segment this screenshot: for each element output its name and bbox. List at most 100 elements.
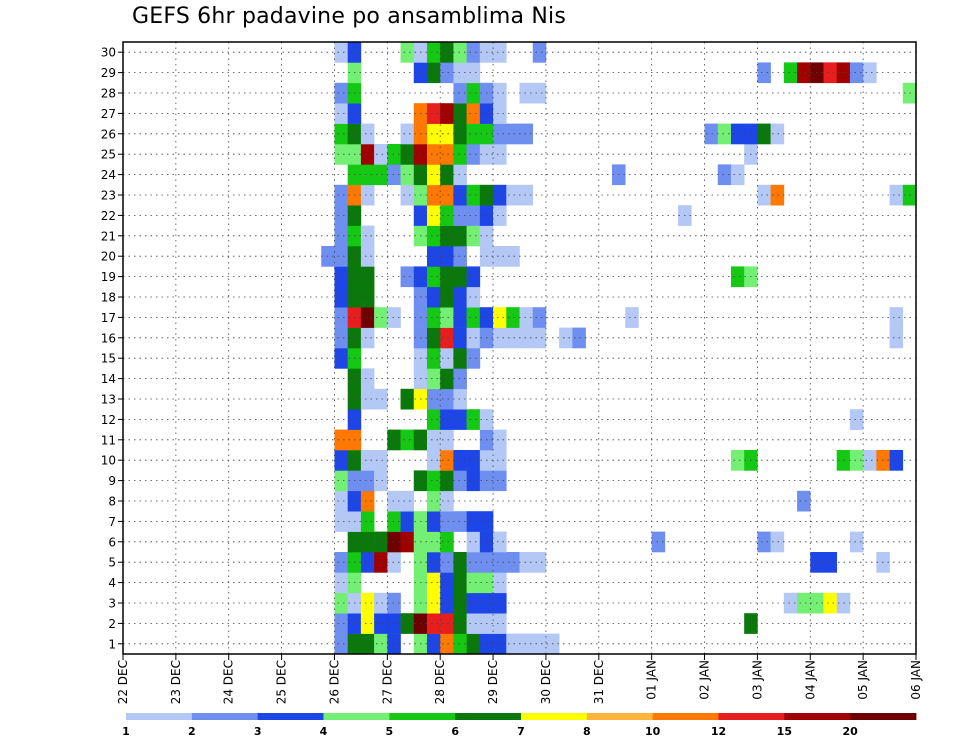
heatmap-cell	[493, 429, 507, 451]
y-tick-label: 11	[101, 433, 116, 447]
heatmap-cell	[730, 450, 745, 471]
heatmap-cell	[334, 429, 348, 451]
colorbar-label: 4	[320, 725, 328, 738]
heatmap-cell	[519, 82, 534, 104]
heatmap-cell	[426, 123, 441, 145]
colorbar-swatch	[586, 713, 654, 720]
heatmap-cell	[440, 409, 454, 430]
heatmap-cell	[453, 144, 467, 165]
x-tick-label: 30 DEC	[539, 660, 553, 704]
heatmap-cell	[440, 348, 454, 369]
heatmap-cell	[493, 450, 507, 471]
heatmap-cell	[440, 164, 454, 186]
heatmap-cell	[493, 82, 507, 104]
heatmap-cell	[466, 531, 481, 553]
heatmap-cell	[849, 531, 864, 553]
heatmap-cell	[453, 184, 467, 206]
heatmap-cell	[426, 103, 441, 124]
heatmap-cell	[453, 633, 467, 655]
colorbar-label: 5	[386, 725, 394, 738]
y-tick-label: 13	[101, 393, 116, 407]
heatmap-cell	[849, 450, 864, 471]
heatmap-cell	[453, 42, 467, 63]
y-tick-label: 18	[101, 291, 116, 305]
heatmap-cell	[374, 613, 388, 634]
heatmap-cell	[387, 307, 401, 328]
y-tick-label: 15	[101, 352, 116, 366]
x-tick-label: 28 DEC	[433, 660, 447, 704]
heatmap-cell	[426, 184, 441, 206]
heatmap-cell	[426, 592, 441, 614]
colorbar-swatch	[191, 713, 259, 720]
heatmap-cell	[374, 144, 388, 165]
heatmap-cell	[466, 144, 481, 165]
heatmap-cell	[440, 388, 454, 410]
colorbar-swatch	[784, 713, 851, 720]
heatmap-cell	[334, 205, 348, 226]
heatmap-cell	[625, 307, 639, 328]
heatmap-cell	[453, 205, 467, 226]
heatmap-cell	[400, 184, 415, 206]
heatmap-cell	[453, 123, 467, 145]
heatmap-cell	[493, 103, 507, 124]
heatmap-cell	[360, 633, 375, 655]
heatmap-cell	[730, 266, 745, 288]
heatmap-cell	[466, 286, 481, 308]
heatmap-cell	[440, 450, 454, 471]
heatmap-cell	[426, 246, 441, 267]
heatmap-cell	[783, 592, 798, 614]
colorbar-label: 8	[583, 725, 591, 738]
heatmap-cell	[532, 307, 547, 328]
colorbar-label: 6	[451, 725, 459, 738]
heatmap-cell	[440, 144, 454, 165]
heatmap-cell	[426, 144, 441, 165]
colorbar-swatch	[652, 713, 719, 720]
heatmap-cell	[440, 368, 454, 390]
x-axis-ticks: 22 DEC 23 DEC 24 DEC 25 DEC 26 DEC 27 DEC 28 D…	[116, 654, 923, 704]
colorbar-swatch	[323, 713, 390, 720]
heatmap-cell	[387, 490, 401, 512]
heatmap-cell	[440, 470, 454, 492]
heatmap-cell	[387, 633, 401, 655]
heatmap-cell	[400, 123, 415, 145]
heatmap-cell	[426, 42, 441, 63]
heatmap-cell	[360, 470, 375, 492]
heatmap-cell	[466, 511, 481, 532]
heatmap-cell	[453, 103, 467, 124]
heatmap-cell	[440, 123, 454, 145]
heatmap-cell	[453, 246, 467, 267]
heatmap-cell	[426, 62, 441, 84]
heatmap-cell	[400, 144, 415, 165]
heatmap-cell	[426, 307, 441, 328]
heatmap-cell	[466, 450, 481, 471]
heatmap-cell	[440, 62, 454, 84]
heatmap-cell	[440, 307, 454, 328]
heatmap-cell	[757, 531, 771, 553]
heatmap-cell	[651, 531, 666, 553]
heatmap-cell	[374, 531, 388, 553]
heatmap-cell	[889, 327, 904, 349]
x-tick-label: 26 DEC	[327, 660, 341, 704]
heatmap-cell	[440, 572, 454, 594]
y-tick-label: 9	[108, 474, 116, 488]
heatmap-cell	[360, 123, 375, 145]
heatmap-cell	[466, 633, 481, 655]
heatmap-cell	[757, 123, 771, 145]
heatmap-cell	[466, 592, 481, 614]
heatmap-cell	[519, 123, 534, 145]
heatmap-cell	[493, 592, 507, 614]
heatmap-cell	[334, 123, 348, 145]
heatmap-cell	[532, 552, 547, 573]
heatmap-cell	[466, 409, 481, 430]
heatmap-cell	[360, 246, 375, 267]
heatmap-cell	[836, 450, 851, 471]
heatmap-cell	[360, 164, 375, 186]
heatmap-cell	[836, 592, 851, 614]
heatmap-cell	[506, 327, 520, 349]
heatmap-cell	[506, 184, 520, 206]
heatmap-cell	[334, 633, 348, 655]
heatmap-cell	[453, 592, 467, 614]
heatmap-cell	[360, 225, 375, 247]
heatmap-cell	[426, 409, 441, 430]
heatmap-cell	[334, 511, 348, 532]
